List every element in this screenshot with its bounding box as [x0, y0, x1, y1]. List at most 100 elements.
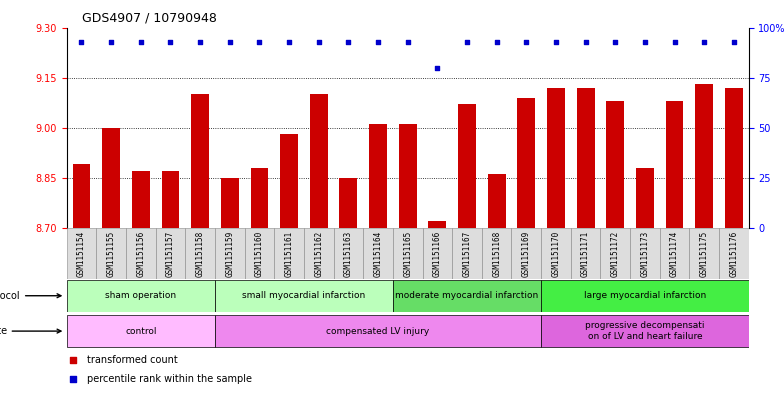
- Point: [579, 39, 592, 45]
- Point: [372, 39, 384, 45]
- Point: [135, 39, 147, 45]
- Bar: [310, 94, 328, 228]
- FancyBboxPatch shape: [96, 228, 126, 279]
- Text: GSM1151158: GSM1151158: [195, 230, 205, 277]
- Point: [461, 39, 474, 45]
- Text: GSM1151165: GSM1151165: [403, 230, 412, 277]
- Text: small myocardial infarction: small myocardial infarction: [242, 291, 365, 300]
- FancyBboxPatch shape: [215, 315, 541, 347]
- Text: GSM1151170: GSM1151170: [551, 230, 561, 277]
- FancyBboxPatch shape: [363, 228, 393, 279]
- Text: GSM1151167: GSM1151167: [463, 230, 471, 277]
- Bar: [695, 84, 713, 228]
- Point: [164, 39, 176, 45]
- FancyBboxPatch shape: [215, 280, 393, 312]
- Point: [67, 376, 80, 382]
- Bar: [458, 104, 476, 228]
- Point: [520, 39, 532, 45]
- Text: GSM1151163: GSM1151163: [344, 230, 353, 277]
- Point: [728, 39, 740, 45]
- FancyBboxPatch shape: [541, 228, 571, 279]
- Text: GSM1151161: GSM1151161: [285, 230, 293, 277]
- Text: protocol: protocol: [0, 291, 61, 301]
- Bar: [606, 101, 624, 228]
- Bar: [369, 125, 387, 228]
- Bar: [251, 168, 268, 228]
- FancyBboxPatch shape: [630, 228, 660, 279]
- Text: transformed count: transformed count: [87, 354, 178, 365]
- Point: [283, 39, 296, 45]
- Bar: [162, 171, 180, 228]
- Text: compensated LV injury: compensated LV injury: [326, 327, 430, 336]
- FancyBboxPatch shape: [185, 228, 215, 279]
- Point: [342, 39, 354, 45]
- FancyBboxPatch shape: [67, 228, 96, 279]
- Text: GSM1151166: GSM1151166: [433, 230, 442, 277]
- Bar: [428, 221, 446, 228]
- Text: GSM1151172: GSM1151172: [611, 230, 620, 277]
- FancyBboxPatch shape: [274, 228, 304, 279]
- Text: percentile rank within the sample: percentile rank within the sample: [87, 374, 252, 384]
- FancyBboxPatch shape: [719, 228, 749, 279]
- FancyBboxPatch shape: [245, 228, 274, 279]
- Point: [698, 39, 710, 45]
- Bar: [102, 128, 120, 228]
- Bar: [577, 88, 594, 228]
- FancyBboxPatch shape: [511, 228, 541, 279]
- Text: GSM1151171: GSM1151171: [581, 230, 590, 277]
- Point: [313, 39, 325, 45]
- Point: [253, 39, 266, 45]
- Bar: [725, 88, 742, 228]
- FancyBboxPatch shape: [601, 228, 630, 279]
- Point: [431, 64, 444, 71]
- FancyBboxPatch shape: [660, 228, 689, 279]
- Point: [668, 39, 681, 45]
- FancyBboxPatch shape: [541, 280, 749, 312]
- FancyBboxPatch shape: [333, 228, 363, 279]
- FancyBboxPatch shape: [67, 315, 215, 347]
- Text: GSM1151164: GSM1151164: [373, 230, 383, 277]
- Bar: [636, 168, 654, 228]
- Text: GSM1151160: GSM1151160: [255, 230, 264, 277]
- FancyBboxPatch shape: [423, 228, 452, 279]
- Point: [401, 39, 414, 45]
- Point: [490, 39, 503, 45]
- Bar: [547, 88, 564, 228]
- Point: [639, 39, 652, 45]
- Text: control: control: [125, 327, 157, 336]
- Bar: [488, 174, 506, 228]
- Text: GSM1151173: GSM1151173: [641, 230, 649, 277]
- FancyBboxPatch shape: [393, 280, 541, 312]
- Point: [105, 39, 118, 45]
- Text: GSM1151174: GSM1151174: [670, 230, 679, 277]
- Text: sham operation: sham operation: [105, 291, 176, 300]
- Text: large myocardial infarction: large myocardial infarction: [584, 291, 706, 300]
- FancyBboxPatch shape: [452, 228, 482, 279]
- Text: GSM1151176: GSM1151176: [729, 230, 739, 277]
- FancyBboxPatch shape: [215, 228, 245, 279]
- FancyBboxPatch shape: [541, 315, 749, 347]
- Point: [550, 39, 562, 45]
- Text: GSM1151169: GSM1151169: [522, 230, 531, 277]
- Text: GSM1151175: GSM1151175: [700, 230, 709, 277]
- Bar: [132, 171, 150, 228]
- Point: [67, 356, 80, 363]
- Point: [194, 39, 206, 45]
- Point: [223, 39, 236, 45]
- FancyBboxPatch shape: [67, 280, 215, 312]
- FancyBboxPatch shape: [304, 228, 333, 279]
- Bar: [73, 164, 90, 228]
- FancyBboxPatch shape: [393, 228, 423, 279]
- Bar: [517, 98, 535, 228]
- Text: moderate myocardial infarction: moderate myocardial infarction: [395, 291, 539, 300]
- Bar: [339, 178, 358, 228]
- FancyBboxPatch shape: [571, 228, 601, 279]
- FancyBboxPatch shape: [482, 228, 511, 279]
- Bar: [399, 125, 416, 228]
- Point: [75, 39, 88, 45]
- FancyBboxPatch shape: [126, 228, 155, 279]
- Text: GSM1151168: GSM1151168: [492, 230, 501, 277]
- Text: GSM1151157: GSM1151157: [166, 230, 175, 277]
- Text: GDS4907 / 10790948: GDS4907 / 10790948: [82, 12, 217, 25]
- Text: GSM1151156: GSM1151156: [136, 230, 145, 277]
